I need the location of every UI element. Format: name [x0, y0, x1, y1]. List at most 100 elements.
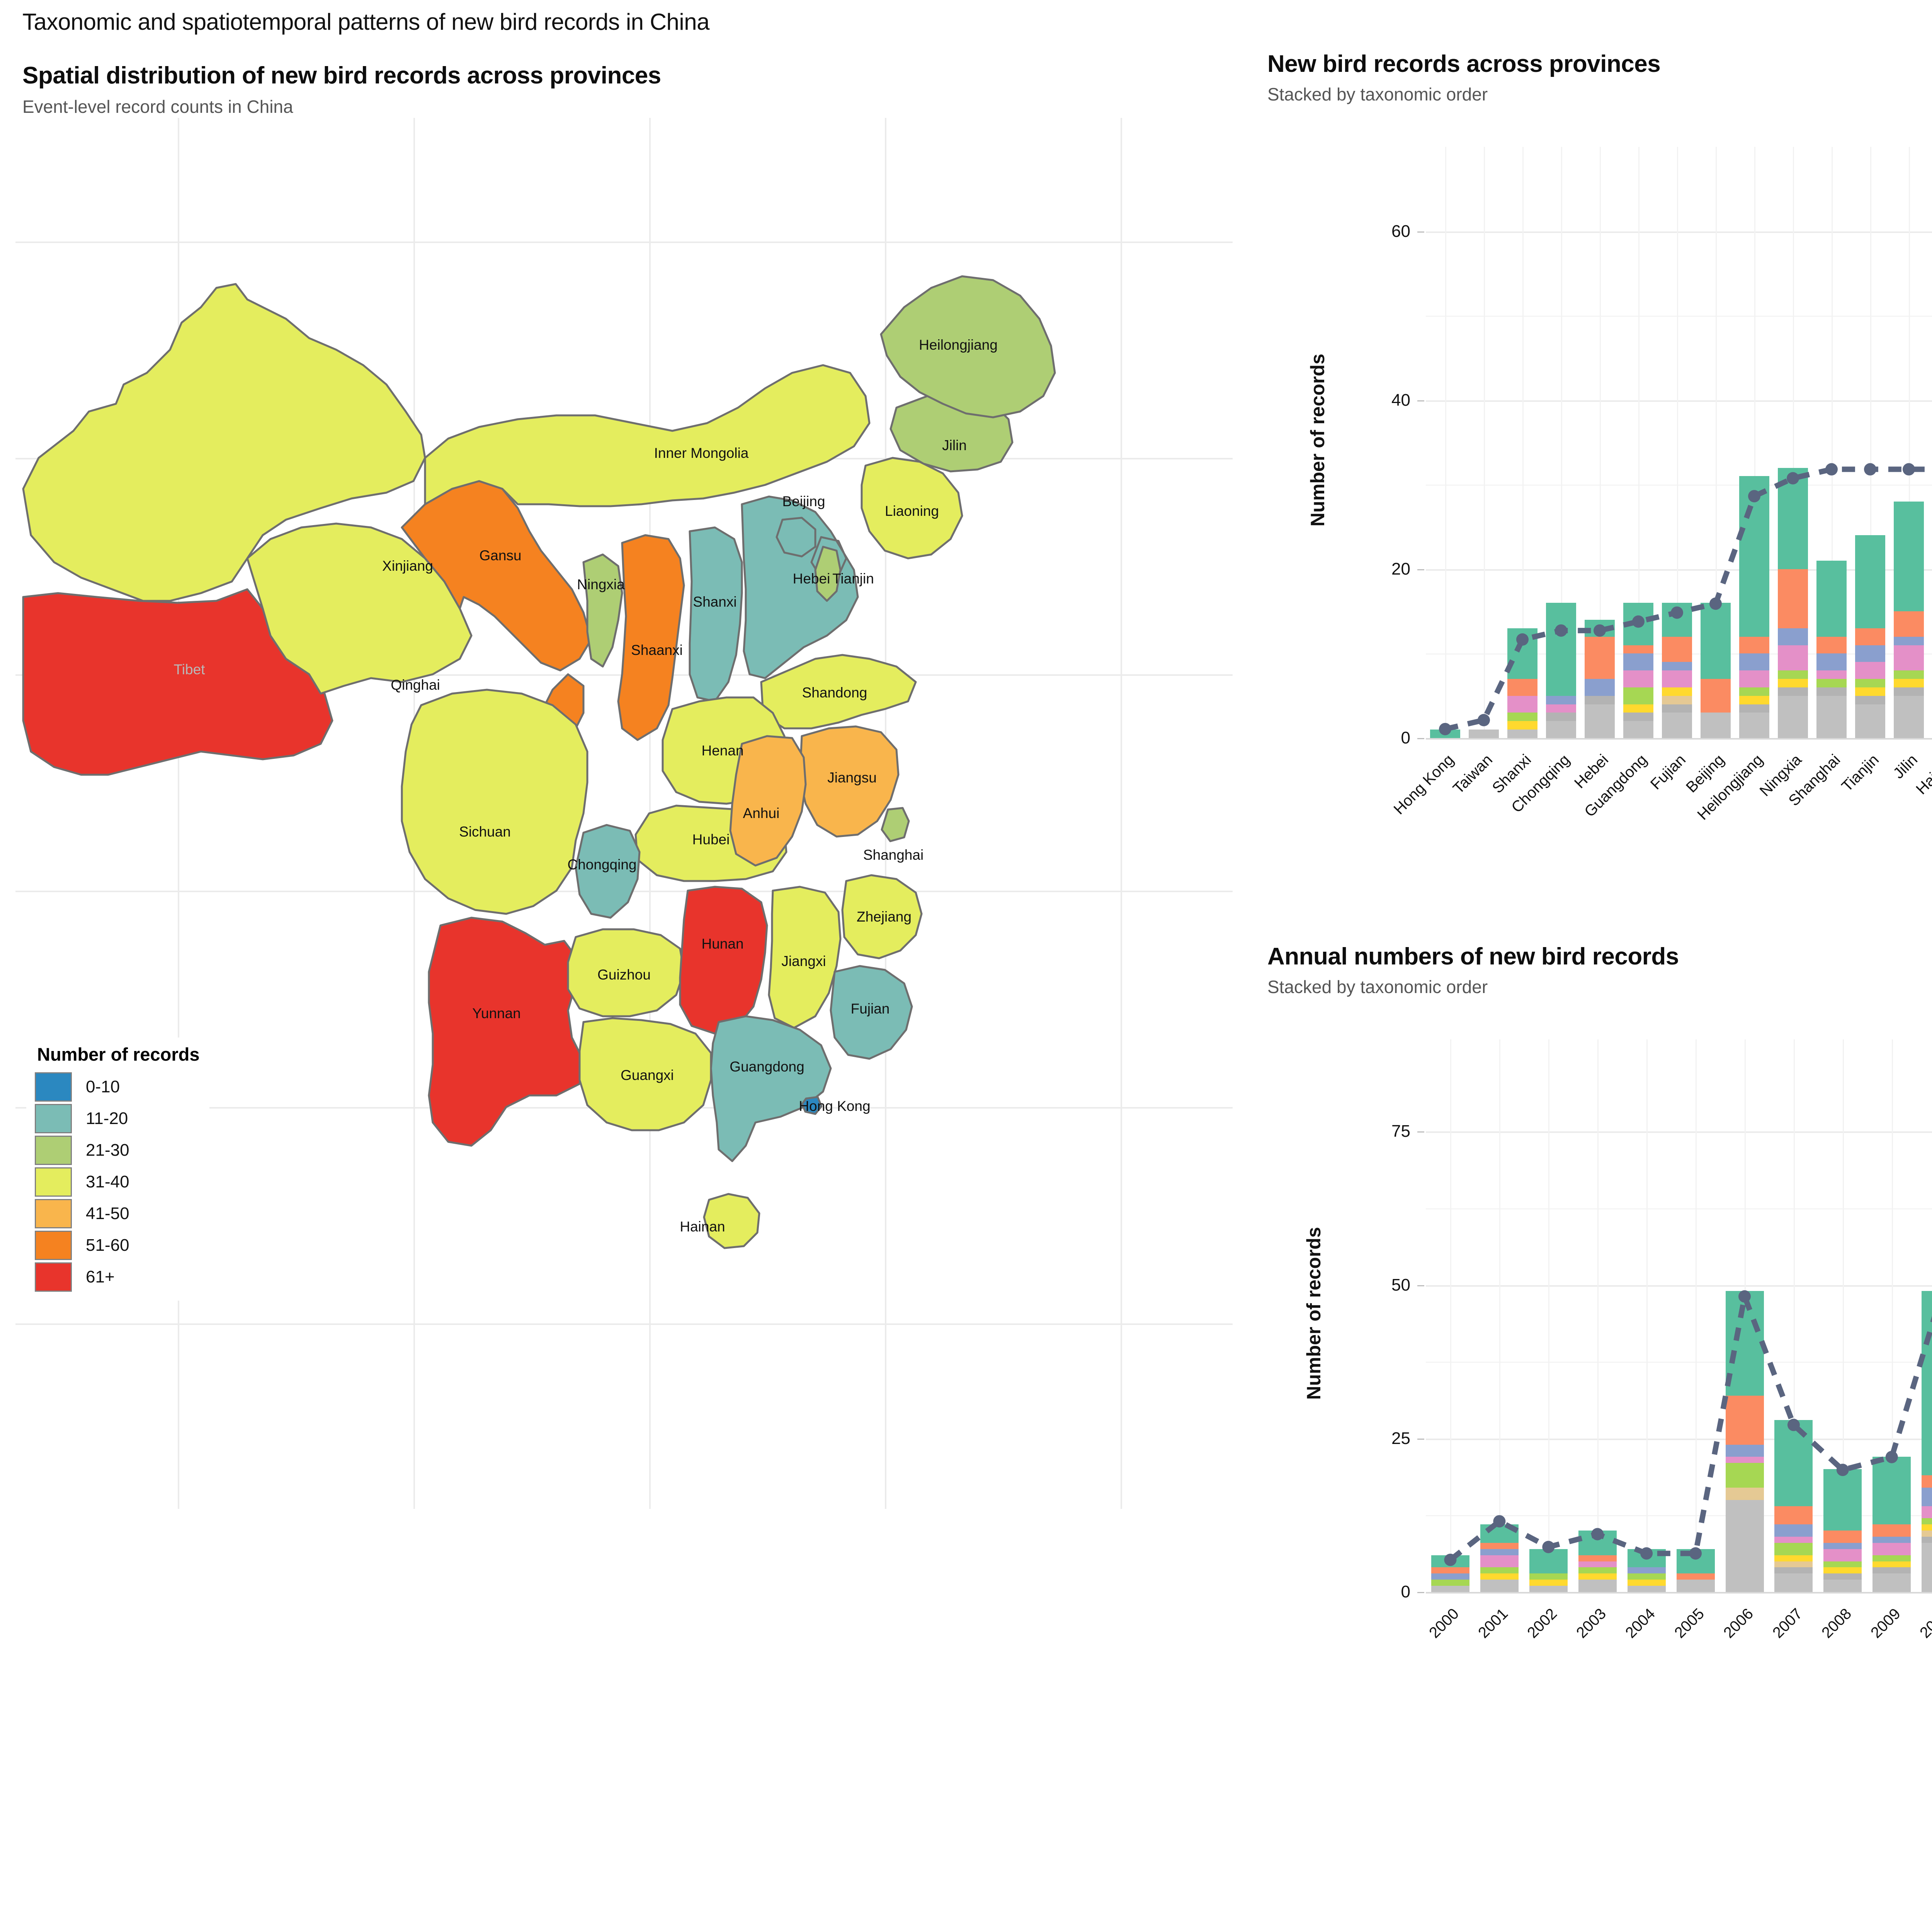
bar-segment[interactable]	[1778, 670, 1808, 679]
bar-segment[interactable]	[1872, 1457, 1911, 1525]
bar-segment[interactable]	[1725, 1291, 1764, 1396]
bar-segment[interactable]	[1894, 687, 1924, 696]
bar-segment[interactable]	[1725, 1487, 1764, 1500]
bar-segment[interactable]	[1739, 687, 1769, 696]
bar-segment[interactable]	[1701, 713, 1731, 738]
bar-segment[interactable]	[1662, 696, 1692, 704]
bar-segment[interactable]	[1507, 628, 1537, 679]
bar-segment[interactable]	[1739, 653, 1769, 671]
bar-segment[interactable]	[1480, 1580, 1519, 1592]
bar[interactable]	[1922, 1291, 1932, 1592]
bar-segment[interactable]	[1546, 696, 1576, 704]
bar[interactable]	[1778, 468, 1808, 738]
bar-segment[interactable]	[1872, 1537, 1911, 1543]
bar-segment[interactable]	[1480, 1543, 1519, 1549]
bar[interactable]	[1701, 603, 1731, 738]
china-choropleth-map[interactable]: Xinjiang Qinghai Tibet Gansu Ningxia Sha…	[15, 118, 1233, 1509]
bar-segment[interactable]	[1507, 713, 1537, 721]
bar-segment[interactable]	[1469, 730, 1499, 738]
bar-segment[interactable]	[1725, 1500, 1764, 1592]
bar-segment[interactable]	[1855, 662, 1885, 679]
bar-segment[interactable]	[1578, 1567, 1617, 1574]
bar-segment[interactable]	[1774, 1567, 1813, 1574]
bar-segment[interactable]	[1725, 1457, 1764, 1463]
bar-segment[interactable]	[1823, 1561, 1862, 1568]
bar-segment[interactable]	[1725, 1444, 1764, 1457]
bar-segment[interactable]	[1739, 476, 1769, 637]
bar-segment[interactable]	[1816, 696, 1847, 738]
map-legend-item[interactable]: 51-60	[35, 1230, 199, 1261]
bar-segment[interactable]	[1585, 620, 1615, 637]
bar-segment[interactable]	[1855, 704, 1885, 738]
bar-segment[interactable]	[1855, 687, 1885, 696]
bar-segment[interactable]	[1662, 687, 1692, 696]
bar-segment[interactable]	[1823, 1549, 1862, 1561]
bar-segment[interactable]	[1480, 1549, 1519, 1555]
bar-segment[interactable]	[1623, 721, 1653, 738]
bar-segment[interactable]	[1855, 535, 1885, 628]
bar-segment[interactable]	[1585, 696, 1615, 704]
bar-segment[interactable]	[1855, 645, 1885, 662]
bar-segment[interactable]	[1774, 1573, 1813, 1592]
bar-segment[interactable]	[1894, 696, 1924, 738]
bar-segment[interactable]	[1623, 645, 1653, 654]
bar-segment[interactable]	[1778, 696, 1808, 738]
bar-segment[interactable]	[1627, 1567, 1666, 1574]
bar-segment[interactable]	[1922, 1531, 1932, 1537]
bar-segment[interactable]	[1739, 713, 1769, 738]
bar-segment[interactable]	[1676, 1549, 1715, 1574]
bar-segment[interactable]	[1778, 679, 1808, 687]
bar-segment[interactable]	[1623, 603, 1653, 645]
bar-segment[interactable]	[1816, 670, 1847, 679]
bar-segment[interactable]	[1739, 696, 1769, 704]
bar[interactable]	[1546, 603, 1576, 738]
bar-segment[interactable]	[1623, 653, 1653, 671]
bar-segment[interactable]	[1507, 730, 1537, 738]
bar-segment[interactable]	[1480, 1573, 1519, 1580]
bar[interactable]	[1816, 561, 1847, 738]
bar-segment[interactable]	[1823, 1573, 1862, 1580]
bar-segment[interactable]	[1894, 502, 1924, 612]
bar-segment[interactable]	[1778, 468, 1808, 569]
bar-segment[interactable]	[1816, 679, 1847, 687]
bar-segment[interactable]	[1662, 713, 1692, 738]
bar[interactable]	[1823, 1469, 1862, 1592]
bar-segment[interactable]	[1701, 603, 1731, 679]
bar-segment[interactable]	[1725, 1395, 1764, 1445]
bar-segment[interactable]	[1662, 603, 1692, 637]
bar[interactable]	[1739, 476, 1769, 738]
bar-segment[interactable]	[1507, 696, 1537, 713]
bar-segment[interactable]	[1662, 636, 1692, 662]
bar-segment[interactable]	[1578, 1561, 1617, 1568]
map-legend-item[interactable]: 41-50	[35, 1198, 199, 1230]
bar-segment[interactable]	[1922, 1506, 1932, 1519]
bar-segment[interactable]	[1922, 1524, 1932, 1531]
bar-segment[interactable]	[1546, 704, 1576, 713]
bar-segment[interactable]	[1701, 679, 1731, 713]
bar-segment[interactable]	[1872, 1561, 1911, 1568]
bar-segment[interactable]	[1894, 645, 1924, 671]
bar-segment[interactable]	[1922, 1475, 1932, 1488]
bar-segment[interactable]	[1823, 1531, 1862, 1543]
bar-segment[interactable]	[1872, 1555, 1911, 1561]
bar-segment[interactable]	[1623, 670, 1653, 687]
bar-segment[interactable]	[1823, 1543, 1862, 1549]
bar-segment[interactable]	[1546, 713, 1576, 721]
bar-segment[interactable]	[1739, 670, 1769, 687]
bar-segment[interactable]	[1816, 561, 1847, 637]
bar-segment[interactable]	[1725, 1463, 1764, 1488]
map-legend-item[interactable]: 11-20	[35, 1103, 199, 1134]
map-legend-item[interactable]: 0-10	[35, 1071, 199, 1103]
bar-segment[interactable]	[1816, 687, 1847, 696]
bar-segment[interactable]	[1823, 1469, 1862, 1531]
bar-segment[interactable]	[1627, 1580, 1666, 1586]
bar-segment[interactable]	[1585, 636, 1615, 679]
bar-segment[interactable]	[1627, 1586, 1666, 1592]
bar-segment[interactable]	[1778, 645, 1808, 671]
bar-segment[interactable]	[1774, 1561, 1813, 1568]
bar[interactable]	[1480, 1524, 1519, 1592]
bar[interactable]	[1469, 730, 1499, 738]
bar-segment[interactable]	[1431, 1555, 1469, 1568]
bar-segment[interactable]	[1431, 1586, 1469, 1592]
map-legend-item[interactable]: 31-40	[35, 1166, 199, 1198]
